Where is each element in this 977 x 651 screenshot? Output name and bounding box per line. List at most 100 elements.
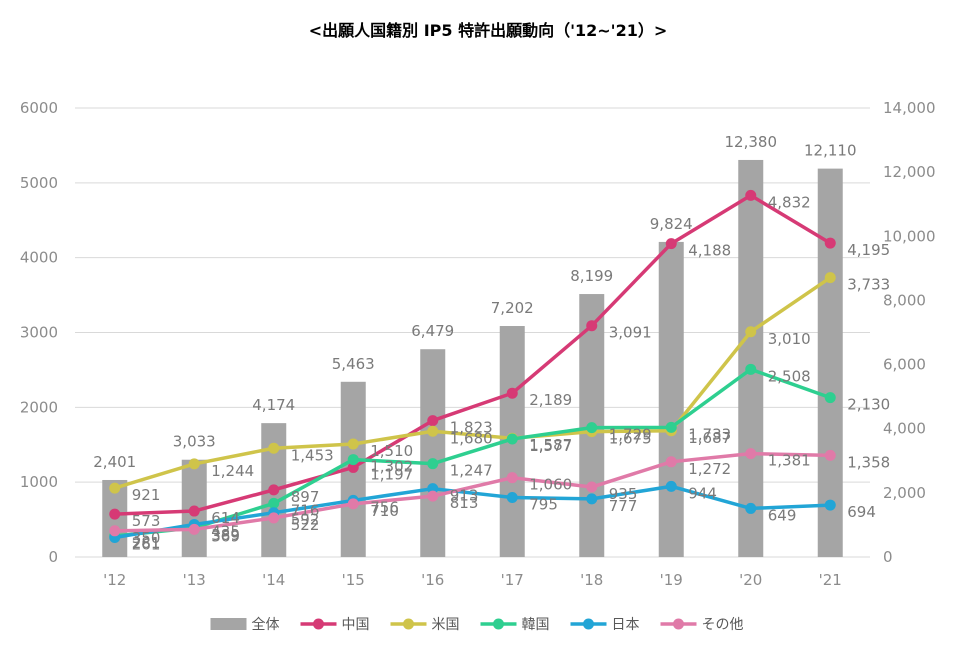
series-point	[824, 237, 836, 249]
line-data-label: 573	[132, 512, 161, 530]
bar	[658, 241, 684, 557]
bar-data-label: 9,824	[650, 215, 693, 233]
line-data-label: 2,189	[529, 391, 572, 409]
line-data-label: 1,577	[529, 437, 572, 455]
series-point	[506, 387, 518, 399]
line-data-label: 2,508	[768, 367, 811, 385]
left-axis-tick-label: 3000	[20, 324, 58, 342]
bar-data-label: 2,401	[93, 453, 136, 471]
line-data-label: 1,823	[450, 419, 493, 437]
right-axis-tick-label: 6,000	[883, 356, 926, 374]
x-axis-tick-label: '15	[342, 571, 365, 589]
line-data-label: 1,197	[370, 465, 413, 483]
bar-data-label: 4,174	[252, 396, 295, 414]
bar-data-label: 3,033	[173, 433, 216, 451]
line-data-label: 795	[529, 496, 558, 514]
series-point	[347, 498, 359, 510]
line-data-label: 1,247	[450, 462, 493, 480]
line-data-label: 1,675	[609, 430, 652, 448]
bar-data-label: 12,380	[725, 133, 778, 151]
line-data-label: 1,060	[529, 476, 572, 494]
series-point	[665, 456, 677, 468]
data-labels: 2,401 3,033 4,174 5,463 6,479 7,202 8,199 9,824…	[93, 133, 890, 554]
series-point	[427, 425, 439, 437]
line-data-label: 4,195	[847, 241, 890, 259]
series-point	[188, 458, 200, 470]
series-point	[188, 505, 200, 517]
series-line	[114, 451, 831, 533]
series-point	[188, 523, 200, 535]
right-axis-tick-label: 0	[883, 548, 893, 566]
line-data-label: 1,381	[768, 452, 811, 470]
legend-entry-label: 日本	[612, 617, 640, 633]
line-data-label: 1,680	[450, 429, 493, 447]
line-data-label: 350	[132, 529, 161, 547]
legend-entry-label: 米国	[432, 617, 460, 633]
legend-entry-label: 中国	[342, 617, 370, 633]
right-axis-tick-label: 2,000	[883, 484, 926, 502]
left-axis-tick-label: 4000	[20, 249, 58, 267]
left-axis-tick-label: 5000	[20, 174, 58, 192]
series-line	[114, 193, 832, 516]
line-data-label: 1,244	[211, 462, 254, 480]
line-data-label: 1,272	[688, 460, 731, 478]
series-point	[824, 272, 836, 284]
line-data-label: 913	[450, 487, 479, 505]
line-data-label: 4,832	[768, 193, 811, 211]
series-line	[114, 484, 831, 540]
legend-swatch-marker	[583, 618, 594, 630]
axes: 0 1000 2000 3000 4000 5000 6000 0 2,000 4,000 6,00…	[20, 99, 936, 589]
bar	[817, 168, 843, 558]
series-point	[347, 454, 359, 466]
line-data-label: 716	[291, 501, 320, 519]
series-point	[109, 525, 121, 537]
series-point	[109, 508, 121, 520]
line-data-label: 1,687	[688, 429, 731, 447]
series-point	[665, 480, 677, 492]
series-point	[268, 497, 280, 509]
line-data-label: 921	[132, 486, 161, 504]
series-point	[427, 490, 439, 502]
line-data-label: 3,010	[768, 330, 811, 348]
chart-title: <出願人国籍別 IP5 特許出願動向（'12~'21）>	[309, 21, 668, 40]
line-data-label: 261	[132, 535, 161, 553]
line-data-label: 281	[132, 534, 161, 552]
series-point	[824, 392, 836, 404]
legend-swatch-marker	[673, 618, 684, 630]
series-line	[114, 276, 832, 490]
left-axis-tick-label: 2000	[20, 398, 58, 416]
x-axis-tick-label: '13	[183, 571, 206, 589]
series-point	[824, 449, 836, 461]
left-axis-tick-label: 0	[48, 548, 58, 566]
series-point	[665, 421, 677, 433]
legend: 全体 中国 米国 韓国 日本 その他	[210, 616, 744, 633]
line-data-label: 1,358	[847, 453, 890, 471]
series-point	[506, 492, 518, 504]
series-point	[745, 363, 757, 375]
line-data-label: 389	[211, 526, 240, 544]
x-axis-tick-label: '17	[501, 571, 524, 589]
line-data-label: 897	[291, 488, 320, 506]
line-series	[109, 189, 836, 543]
bar-data-label: 5,463	[332, 355, 375, 373]
line-data-label: 756	[370, 498, 399, 516]
series-point	[506, 433, 518, 445]
series-line	[114, 367, 831, 538]
legend-entry-label: その他	[702, 617, 744, 633]
line-data-label: 813	[450, 494, 479, 512]
line-data-label: 1,733	[688, 425, 731, 443]
line-data-label: 1,729	[609, 426, 652, 444]
series-point	[745, 502, 757, 514]
line-data-label: 1,587	[529, 436, 572, 454]
line-data-label: 435	[211, 522, 240, 540]
line-data-label: 2,130	[847, 396, 890, 414]
line-data-label: 935	[609, 485, 638, 503]
right-axis-tick-label: 14,000	[883, 99, 936, 117]
bar	[420, 349, 446, 557]
series-point	[109, 482, 121, 494]
x-axis-tick-label: '19	[660, 571, 683, 589]
right-axis-tick-label: 10,000	[883, 227, 936, 245]
right-axis-tick-label: 8,000	[883, 291, 926, 309]
legend-swatch-marker	[403, 618, 414, 630]
